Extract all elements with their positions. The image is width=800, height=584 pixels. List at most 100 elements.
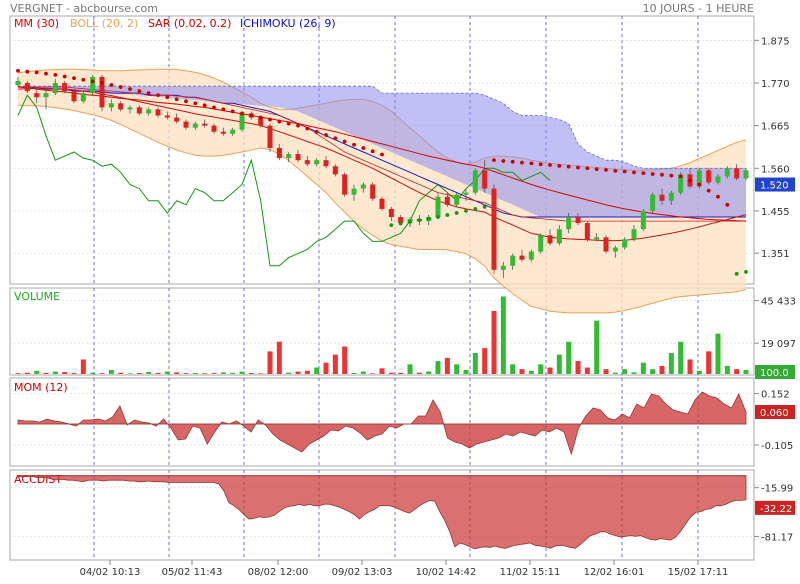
candle-body xyxy=(62,82,68,92)
candle-body xyxy=(43,93,49,98)
candle-body xyxy=(472,170,478,193)
candle-body xyxy=(127,107,133,110)
volume-bar xyxy=(183,373,189,374)
sar-dot xyxy=(538,162,543,167)
sar-dot xyxy=(240,111,244,116)
candle-body xyxy=(715,176,721,183)
sar-dot xyxy=(333,136,338,141)
x-tick-label: 08/02 12:00 xyxy=(248,567,309,578)
volume-bar xyxy=(500,296,506,374)
volume-bar xyxy=(43,372,49,374)
y-tick-label: 19 097 xyxy=(761,339,796,350)
volume-bar xyxy=(90,372,96,374)
volume-bar xyxy=(454,364,460,374)
sar-dot xyxy=(445,213,450,217)
price-panel xyxy=(15,68,749,314)
candle-body xyxy=(174,117,180,122)
sar-dot xyxy=(53,72,58,77)
volume-bar xyxy=(360,371,366,374)
candle-body xyxy=(724,168,730,177)
volume-bar xyxy=(566,341,572,374)
sar-dot xyxy=(426,216,431,221)
volume-bar xyxy=(295,371,301,374)
candle-body xyxy=(286,154,292,159)
sar-dot xyxy=(286,121,291,126)
volume-bar xyxy=(622,369,628,374)
legend-ichimoku: ICHIMOKU (26, 9) xyxy=(240,17,336,30)
sar-dot xyxy=(128,87,132,91)
candle-body xyxy=(164,115,170,118)
volume-bar xyxy=(248,373,254,374)
volume-bar xyxy=(230,372,236,374)
volume-bar xyxy=(594,320,600,374)
candle-body xyxy=(678,174,684,193)
candle-body xyxy=(118,103,124,110)
y-tick-label: 1.770 xyxy=(761,79,790,90)
volume-bar xyxy=(332,354,338,374)
sar-dot xyxy=(314,129,319,134)
volume-bar xyxy=(202,373,208,374)
sar-dot xyxy=(436,215,440,219)
volume-panel xyxy=(15,296,749,374)
volume-bar xyxy=(435,361,441,374)
candle-body xyxy=(304,160,310,165)
volume-bar xyxy=(724,365,730,374)
ichimoku-span-b xyxy=(18,85,746,169)
candle-body xyxy=(258,117,264,126)
momentum-last-value-box xyxy=(755,405,795,419)
candle-body xyxy=(575,217,581,224)
y-tick-label: 1.351 xyxy=(761,249,790,260)
sar-dot xyxy=(118,85,123,89)
volume-bar xyxy=(556,354,562,374)
candle-body xyxy=(547,235,553,244)
sar-dot xyxy=(249,113,254,118)
volume-bar xyxy=(15,373,21,374)
sar-dot xyxy=(221,107,226,112)
volume-bar xyxy=(370,373,376,374)
sar-dot xyxy=(165,95,170,100)
volume-bar xyxy=(314,367,320,374)
candle-body xyxy=(444,196,450,205)
candle-body xyxy=(15,80,21,86)
volume-bar xyxy=(603,369,609,374)
volume-bar xyxy=(696,370,702,374)
candle-body xyxy=(24,82,30,92)
accdist-panel-frame xyxy=(9,469,755,561)
candle-body xyxy=(594,237,600,240)
candle-body xyxy=(52,82,58,94)
y-tick-label: -0.105 xyxy=(761,441,793,452)
candle-body xyxy=(612,247,618,252)
volume-bar xyxy=(398,372,404,374)
x-tick-label: 05/02 11:43 xyxy=(162,567,223,578)
candle-body xyxy=(482,170,488,189)
ichimoku-kijun-line xyxy=(18,86,746,222)
sar-dot xyxy=(370,149,375,154)
candle-body xyxy=(538,235,544,252)
sar-dot xyxy=(72,76,76,81)
sar-dot xyxy=(380,152,384,157)
volume-bar xyxy=(211,373,217,374)
volume-bar xyxy=(24,372,30,374)
volume-bar xyxy=(192,372,198,374)
sar-dot xyxy=(548,163,552,167)
chart-symbol: VERGNET - abcbourse.com xyxy=(10,2,158,15)
candle-body xyxy=(603,237,609,252)
x-tick-label: 12/02 16:01 xyxy=(584,567,645,578)
moving-average-line xyxy=(17,86,747,222)
sar-dot xyxy=(202,103,207,108)
momentum-panel-frame xyxy=(9,377,755,467)
volume-bar xyxy=(34,370,40,374)
volume-panel-frame xyxy=(9,287,755,376)
sar-dot xyxy=(650,172,655,176)
sar-dot xyxy=(520,160,524,165)
candle-body xyxy=(192,123,198,128)
y-tick-label: 1.455 xyxy=(761,207,790,218)
volume-bar xyxy=(136,373,142,374)
sar-dot xyxy=(324,133,328,137)
volume-bar xyxy=(612,372,618,374)
candle-body xyxy=(743,170,749,179)
sar-dot xyxy=(678,174,683,179)
bollinger-band-area xyxy=(18,69,746,313)
x-axis-labels: 04/02 10:13 05/02 11:43 08/02 12:00 09/02 1… xyxy=(80,560,728,578)
